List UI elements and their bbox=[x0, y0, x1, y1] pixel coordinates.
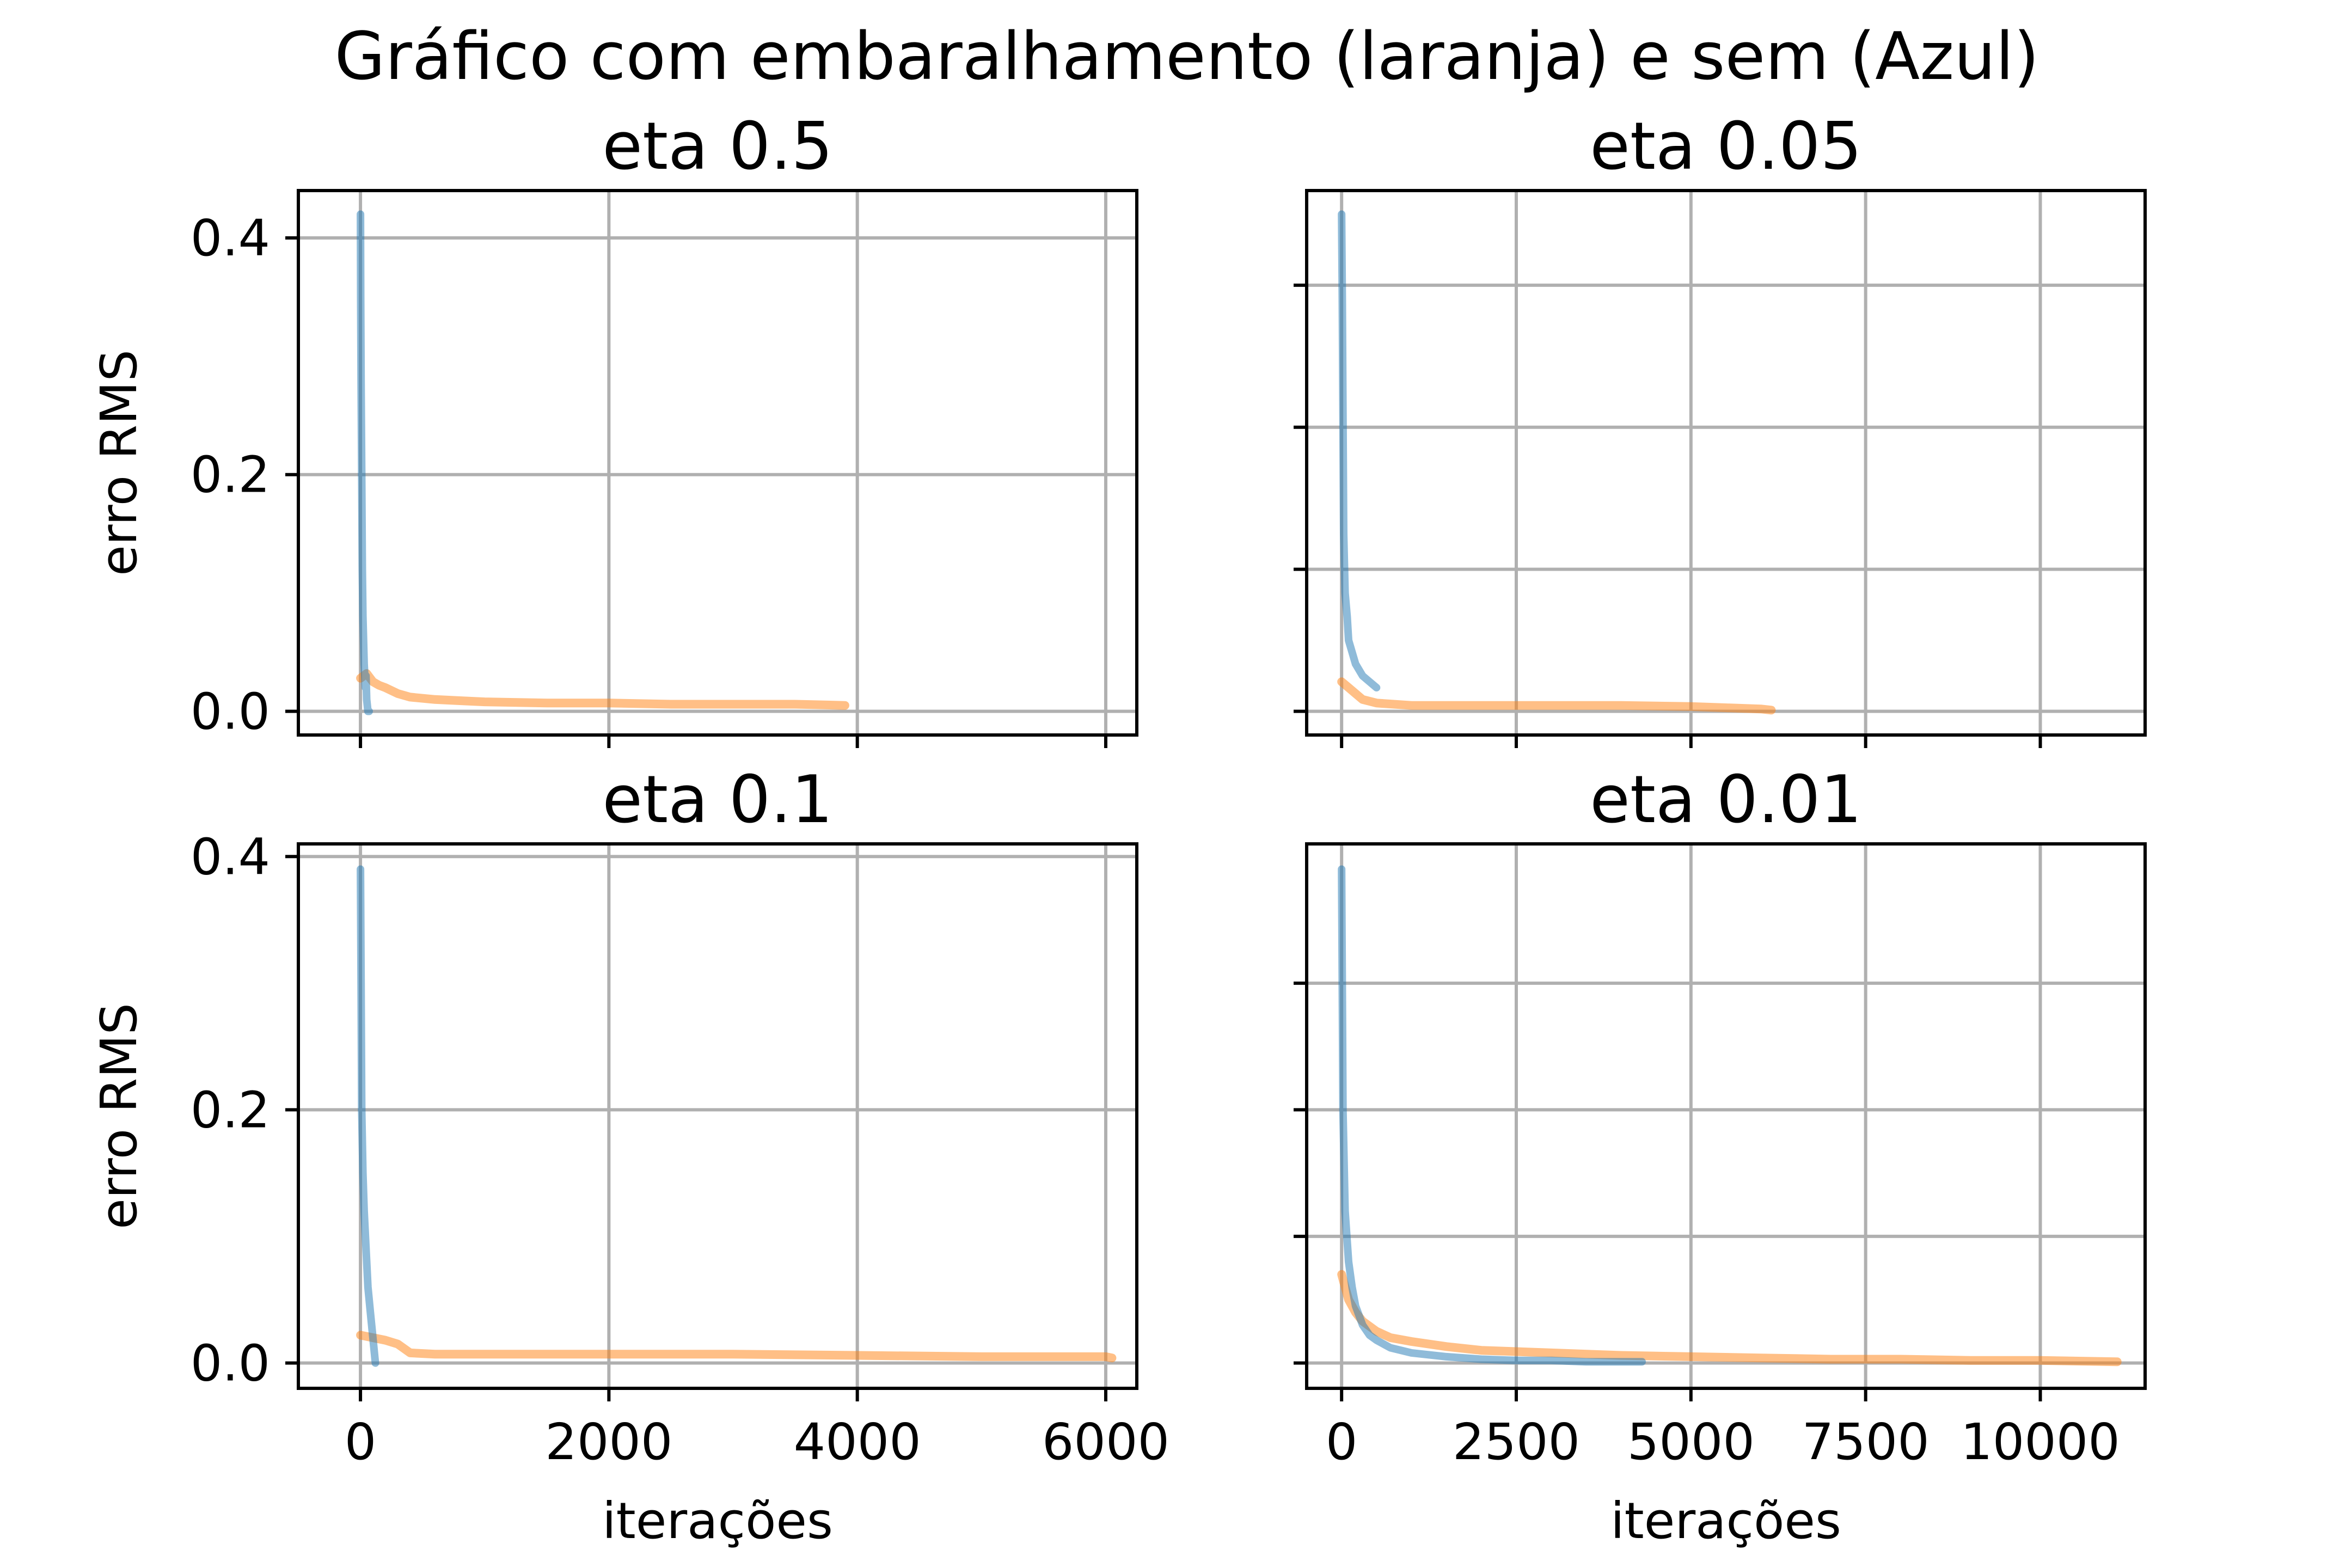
x-tick-label: 2000 bbox=[545, 1413, 672, 1471]
subplot-title: eta 0.1 bbox=[602, 762, 832, 838]
x-tick-label: 10000 bbox=[1961, 1413, 2120, 1471]
x-tick-label: 0 bbox=[1326, 1413, 1358, 1471]
series-line-azul bbox=[1338, 210, 1381, 691]
axes-frame bbox=[1305, 842, 2147, 1390]
figure-title: Gráfico com embaralhamento (laranja) e s… bbox=[335, 19, 2039, 95]
x-tick-label: 7500 bbox=[1802, 1413, 1930, 1471]
y-axis-label: erro RMS bbox=[90, 1003, 148, 1229]
subplot-title: eta 0.01 bbox=[1590, 762, 1862, 838]
axes-frame bbox=[297, 842, 1138, 1390]
x-tick-label: 5000 bbox=[1627, 1413, 1755, 1471]
y-tick-label: 0.4 bbox=[191, 828, 270, 886]
axes-frame bbox=[1305, 189, 2147, 737]
x-tick-label: 4000 bbox=[794, 1413, 921, 1471]
series-line-laranja bbox=[356, 669, 849, 710]
subplot-2: eta 0.05 bbox=[1294, 109, 2147, 748]
x-tick-label: 0 bbox=[345, 1413, 377, 1471]
series-line-azul bbox=[1338, 865, 1646, 1366]
y-tick-label: 0.2 bbox=[191, 1081, 270, 1139]
axes-frame bbox=[297, 189, 1138, 737]
series-line-laranja bbox=[1337, 677, 1776, 715]
y-tick-label: 0.2 bbox=[191, 446, 270, 504]
y-tick-label: 0.0 bbox=[191, 1334, 270, 1392]
subplot-title: eta 0.5 bbox=[602, 109, 832, 185]
x-axis-label: iterações bbox=[1610, 1492, 1841, 1550]
subplot-1: 0.0 0.2 0.4 eta 0.5 erro RMS bbox=[90, 109, 1138, 748]
subplot-3: 0 2000 4000 6000 0.0 0.2 0.4 eta 0.1 iterações er… bbox=[90, 762, 1169, 1550]
series-line-azul bbox=[357, 210, 373, 715]
subplot-4: 0 2500 5000 7500 10000 eta 0.01 iterações bbox=[1294, 762, 2147, 1550]
x-tick-label: 6000 bbox=[1042, 1413, 1169, 1471]
series-line-azul bbox=[357, 865, 379, 1367]
x-tick-label: 2500 bbox=[1453, 1413, 1580, 1471]
subplot-title: eta 0.05 bbox=[1590, 109, 1862, 185]
x-axis-label: iterações bbox=[602, 1492, 833, 1550]
y-tick-label: 0.4 bbox=[191, 209, 270, 267]
y-axis-label: erro RMS bbox=[90, 350, 148, 576]
y-tick-label: 0.0 bbox=[191, 683, 270, 741]
